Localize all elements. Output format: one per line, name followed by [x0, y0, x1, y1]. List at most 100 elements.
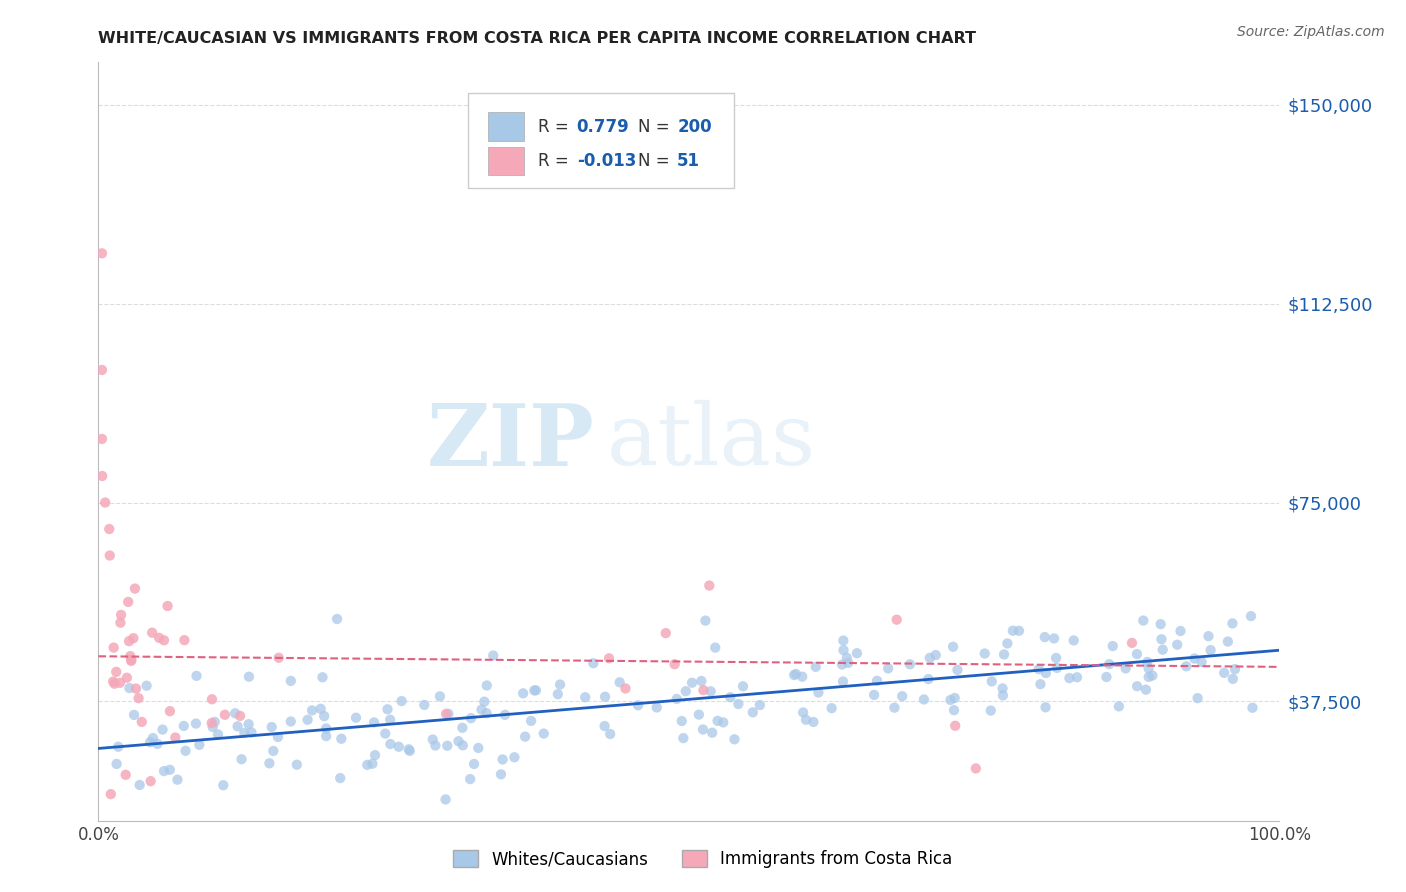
Point — [599, 727, 621, 741]
Point — [240, 725, 263, 739]
Point — [437, 706, 460, 721]
Point — [280, 714, 302, 729]
Point — [980, 674, 1002, 689]
Point — [425, 739, 447, 753]
Point — [980, 704, 1002, 718]
Point — [991, 689, 1014, 703]
Point — [374, 726, 396, 740]
Point — [524, 683, 547, 698]
Point — [891, 689, 914, 703]
Point — [156, 599, 179, 613]
Point — [91, 363, 114, 377]
Text: N =: N = — [638, 118, 675, 136]
Point — [141, 625, 163, 640]
Text: R =: R = — [537, 152, 574, 170]
Point — [946, 663, 969, 677]
Point — [98, 522, 121, 536]
Point — [991, 681, 1014, 696]
Point — [388, 739, 411, 754]
Point — [1101, 639, 1123, 653]
Point — [548, 677, 571, 691]
Point — [260, 720, 283, 734]
Point — [344, 711, 367, 725]
Point — [301, 703, 323, 717]
Text: R =: R = — [537, 118, 574, 136]
Point — [1059, 671, 1081, 685]
Point — [1222, 672, 1244, 686]
Point — [783, 668, 806, 682]
Point — [128, 691, 150, 706]
Point — [105, 756, 128, 771]
Point — [451, 721, 474, 735]
Point — [207, 727, 229, 741]
Point — [429, 690, 451, 704]
Point — [1063, 633, 1085, 648]
Point — [118, 634, 141, 648]
Point — [447, 734, 470, 748]
Point — [1150, 632, 1173, 647]
Point — [965, 761, 987, 775]
Point — [706, 714, 728, 728]
Point — [142, 731, 165, 745]
Point — [475, 678, 498, 692]
Point — [794, 713, 817, 727]
Point — [820, 701, 842, 715]
Point — [699, 578, 721, 592]
Point — [1098, 657, 1121, 672]
Point — [363, 715, 385, 730]
Text: Source: ZipAtlas.com: Source: ZipAtlas.com — [1237, 25, 1385, 39]
Text: 51: 51 — [678, 152, 700, 170]
Point — [472, 695, 495, 709]
Point — [186, 669, 208, 683]
Point — [139, 774, 162, 789]
Point — [727, 697, 749, 711]
Point — [523, 683, 546, 698]
Point — [1175, 659, 1198, 673]
Point — [91, 469, 114, 483]
Point — [152, 723, 174, 737]
Point — [866, 673, 889, 688]
Point — [224, 706, 246, 721]
Point — [939, 693, 962, 707]
Point — [1126, 679, 1149, 693]
Point — [803, 714, 825, 729]
Point — [125, 681, 148, 696]
Point — [173, 633, 195, 648]
Point — [1035, 700, 1057, 714]
Point — [702, 725, 724, 739]
FancyBboxPatch shape — [488, 112, 523, 141]
Point — [1136, 655, 1159, 669]
Point — [146, 737, 169, 751]
Point — [792, 670, 814, 684]
Point — [148, 631, 170, 645]
Point — [105, 665, 128, 679]
Point — [107, 739, 129, 754]
Point — [1137, 661, 1160, 675]
Point — [513, 730, 536, 744]
Point — [1198, 629, 1220, 643]
Point — [361, 756, 384, 771]
Point — [436, 739, 458, 753]
Point — [391, 694, 413, 708]
Point — [942, 640, 965, 654]
Point — [122, 631, 145, 645]
Point — [785, 667, 807, 681]
Point — [451, 739, 474, 753]
Point — [159, 763, 181, 777]
Point — [943, 690, 966, 705]
Point — [229, 709, 252, 723]
Point — [214, 707, 236, 722]
Point — [614, 681, 637, 696]
Point — [165, 731, 187, 745]
Point — [204, 714, 226, 729]
Point — [1043, 632, 1066, 646]
Point — [309, 702, 332, 716]
Point — [398, 742, 420, 756]
Text: WHITE/CAUCASIAN VS IMMIGRANTS FROM COSTA RICA PER CAPITA INCOME CORRELATION CHAR: WHITE/CAUCASIAN VS IMMIGRANTS FROM COSTA… — [98, 31, 976, 46]
Point — [460, 711, 482, 725]
Point — [463, 756, 485, 771]
Point — [174, 744, 197, 758]
Point — [593, 719, 616, 733]
Point — [110, 615, 132, 630]
Text: ZIP: ZIP — [426, 400, 595, 483]
